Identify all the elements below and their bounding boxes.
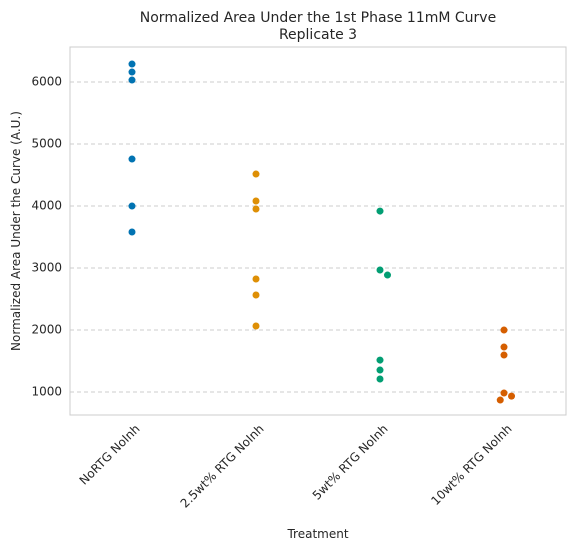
y-tick-label: 6000 bbox=[31, 75, 62, 89]
chart-subtitle: Replicate 3 bbox=[279, 27, 357, 43]
data-point bbox=[496, 396, 504, 404]
x-axis-label: Treatment bbox=[286, 527, 348, 541]
x-tick-label: NoRTG NoInh bbox=[77, 422, 143, 488]
data-point bbox=[252, 170, 260, 178]
data-point bbox=[500, 343, 508, 351]
data-point bbox=[376, 356, 384, 364]
y-tick-label: 5000 bbox=[31, 137, 62, 151]
data-point bbox=[376, 207, 384, 215]
chart-title: Normalized Area Under the 1st Phase 11mM… bbox=[140, 10, 496, 26]
data-point bbox=[500, 351, 508, 359]
data-point bbox=[252, 205, 260, 213]
y-tick-label: 3000 bbox=[31, 261, 62, 275]
y-tick-label: 2000 bbox=[31, 323, 62, 337]
data-point bbox=[128, 202, 136, 210]
data-point bbox=[128, 155, 136, 163]
data-point bbox=[128, 228, 136, 236]
data-point bbox=[500, 389, 508, 397]
data-point bbox=[252, 197, 260, 205]
data-point bbox=[252, 291, 260, 299]
data-point bbox=[128, 76, 136, 84]
data-point bbox=[508, 392, 515, 400]
data-point bbox=[128, 60, 136, 68]
data-point bbox=[376, 375, 384, 383]
data-point bbox=[252, 322, 260, 330]
data-point bbox=[500, 326, 508, 334]
data-point bbox=[376, 266, 384, 274]
data-point bbox=[128, 68, 136, 76]
plot-frame bbox=[69, 46, 567, 416]
x-tick-label: 5wt% RTG NoInh bbox=[310, 422, 391, 503]
data-point bbox=[376, 366, 384, 374]
data-point bbox=[384, 271, 391, 279]
x-tick-label: 2.5wt% RTG NoInh bbox=[178, 422, 267, 511]
x-tick-label: 10wt% RTG NoInh bbox=[428, 422, 514, 508]
y-tick-label: 1000 bbox=[31, 385, 62, 399]
y-tick-label: 4000 bbox=[31, 199, 62, 213]
data-point bbox=[252, 275, 260, 283]
y-axis-label: Normalized Area Under the Curve (A.U.) bbox=[9, 111, 23, 351]
